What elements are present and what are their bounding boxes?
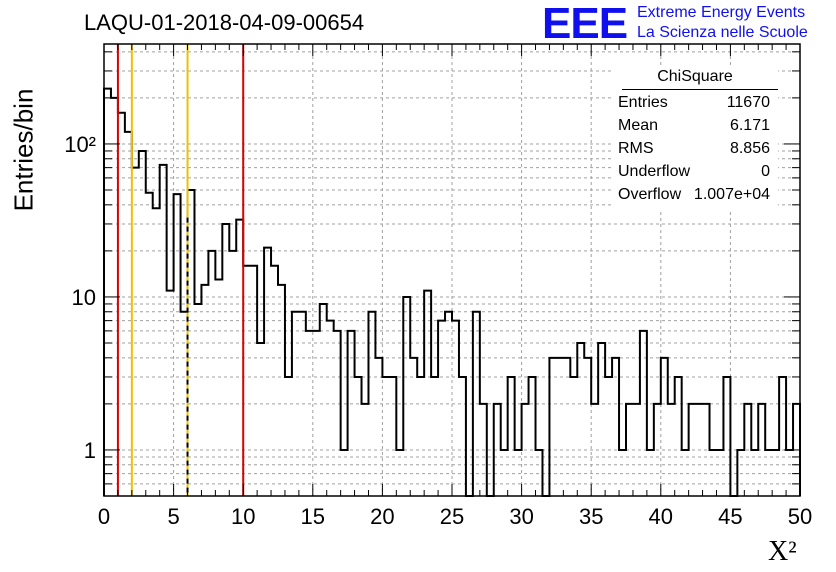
histogram-bin [153,208,160,496]
histogram-bin [222,224,229,496]
histogram-bin [403,297,410,496]
stats-box: ChiSquare Entries 11670 Mean 6.171 RMS 8… [612,66,778,212]
histogram-bin [132,168,139,496]
x-tick-label: 20 [370,504,394,529]
histogram-bin [563,358,570,496]
stats-label: Mean [618,117,659,134]
histogram-bin [605,377,612,496]
histogram-bin [570,377,577,496]
stats-value: 8.856 [729,140,770,157]
histogram-bin [348,331,355,496]
x-tick-label: 10 [231,504,255,529]
stats-row-overflow: Overflow 1.007e+04 [618,186,770,208]
histogram-bin [661,358,668,496]
histogram-bin [389,377,396,496]
stats-label: Overflow [618,186,682,203]
histogram-bin [334,331,341,496]
x-tick-label: 45 [718,504,742,529]
histogram-bin [640,331,647,496]
stats-label: RMS [618,140,654,157]
histogram-bin [257,343,264,496]
histogram-bin [382,377,389,496]
x-tick-label: 40 [649,504,673,529]
histogram-bin [243,266,250,496]
histogram-bin [577,343,584,496]
stats-label: Underflow [618,163,691,180]
y-axis-label: Entries/bin [8,88,39,212]
stats-row-underflow: Underflow 0 [618,163,770,185]
run-title: LAQU-01-2018-04-09-00654 [84,10,365,35]
x-tick-label: 5 [167,504,179,529]
histogram-bin [250,266,257,496]
histogram-bin [375,358,382,496]
stats-value: 0 [761,163,770,180]
histogram-bin [139,151,146,496]
histogram-bin [355,377,362,496]
histogram-bin [598,343,605,496]
histogram-bin [508,377,515,496]
histogram-bin [306,331,313,496]
histogram-bin [675,377,682,496]
histogram-bin [438,321,445,496]
histogram-bin [125,132,132,496]
x-tick-label: 50 [788,504,812,529]
x-tick-label: 30 [509,504,533,529]
x-axis-label: X² [768,536,797,567]
stats-title: ChiSquare [657,68,733,85]
histogram-bin [452,321,459,496]
histogram-bin [410,358,417,496]
histogram-bin [459,377,466,496]
histogram-bin [271,266,278,496]
histogram-bin [146,193,153,496]
x-tick-label: 15 [301,504,325,529]
histogram-bin [285,377,292,496]
stats-value: 1.007e+04 [693,186,770,203]
y-tick-label: 1 [84,438,96,463]
stats-divider [622,89,778,90]
histogram-bin [612,358,619,496]
histogram-bin [320,304,327,496]
histogram-bin [723,377,730,496]
stats-value: 6.171 [729,117,770,134]
histogram-bin [529,377,536,496]
histogram-bin [174,194,181,496]
logo-subtitle-1: Extreme Energy Events [637,4,806,21]
histogram-bin [313,331,320,496]
histogram-bin [194,304,201,496]
y-tick-label: 10² [64,132,96,157]
stats-value: 11670 [726,94,770,111]
stats-row-entries: Entries 11670 [618,94,770,116]
x-tick-label: 35 [579,504,603,529]
histogram-bin [779,377,786,496]
y-tick-label: 10 [72,285,96,310]
logo-subtitle-2: La Scienza nelle Scuole [637,24,808,41]
histogram-bin [104,89,111,496]
eee-logo: EEE [542,0,628,48]
y-axis-label-box: Entries/bin [8,50,40,250]
x-tick-label: 0 [98,504,110,529]
histogram-bin [327,321,334,496]
stats-label: Entries [618,94,668,111]
histogram-bin [208,251,215,496]
histogram-bin [549,358,556,496]
histogram-bin [417,377,424,496]
histogram-bin [556,358,563,496]
histogram-outline [103,87,801,497]
x-tick-label: 25 [440,504,464,529]
histogram-bin [229,251,236,496]
histogram-bin [264,248,271,496]
histogram-bin [584,358,591,496]
stats-row-rms: RMS 8.856 [618,140,770,162]
histogram-bin [431,377,438,496]
stats-row-mean: Mean 6.171 [618,117,770,139]
